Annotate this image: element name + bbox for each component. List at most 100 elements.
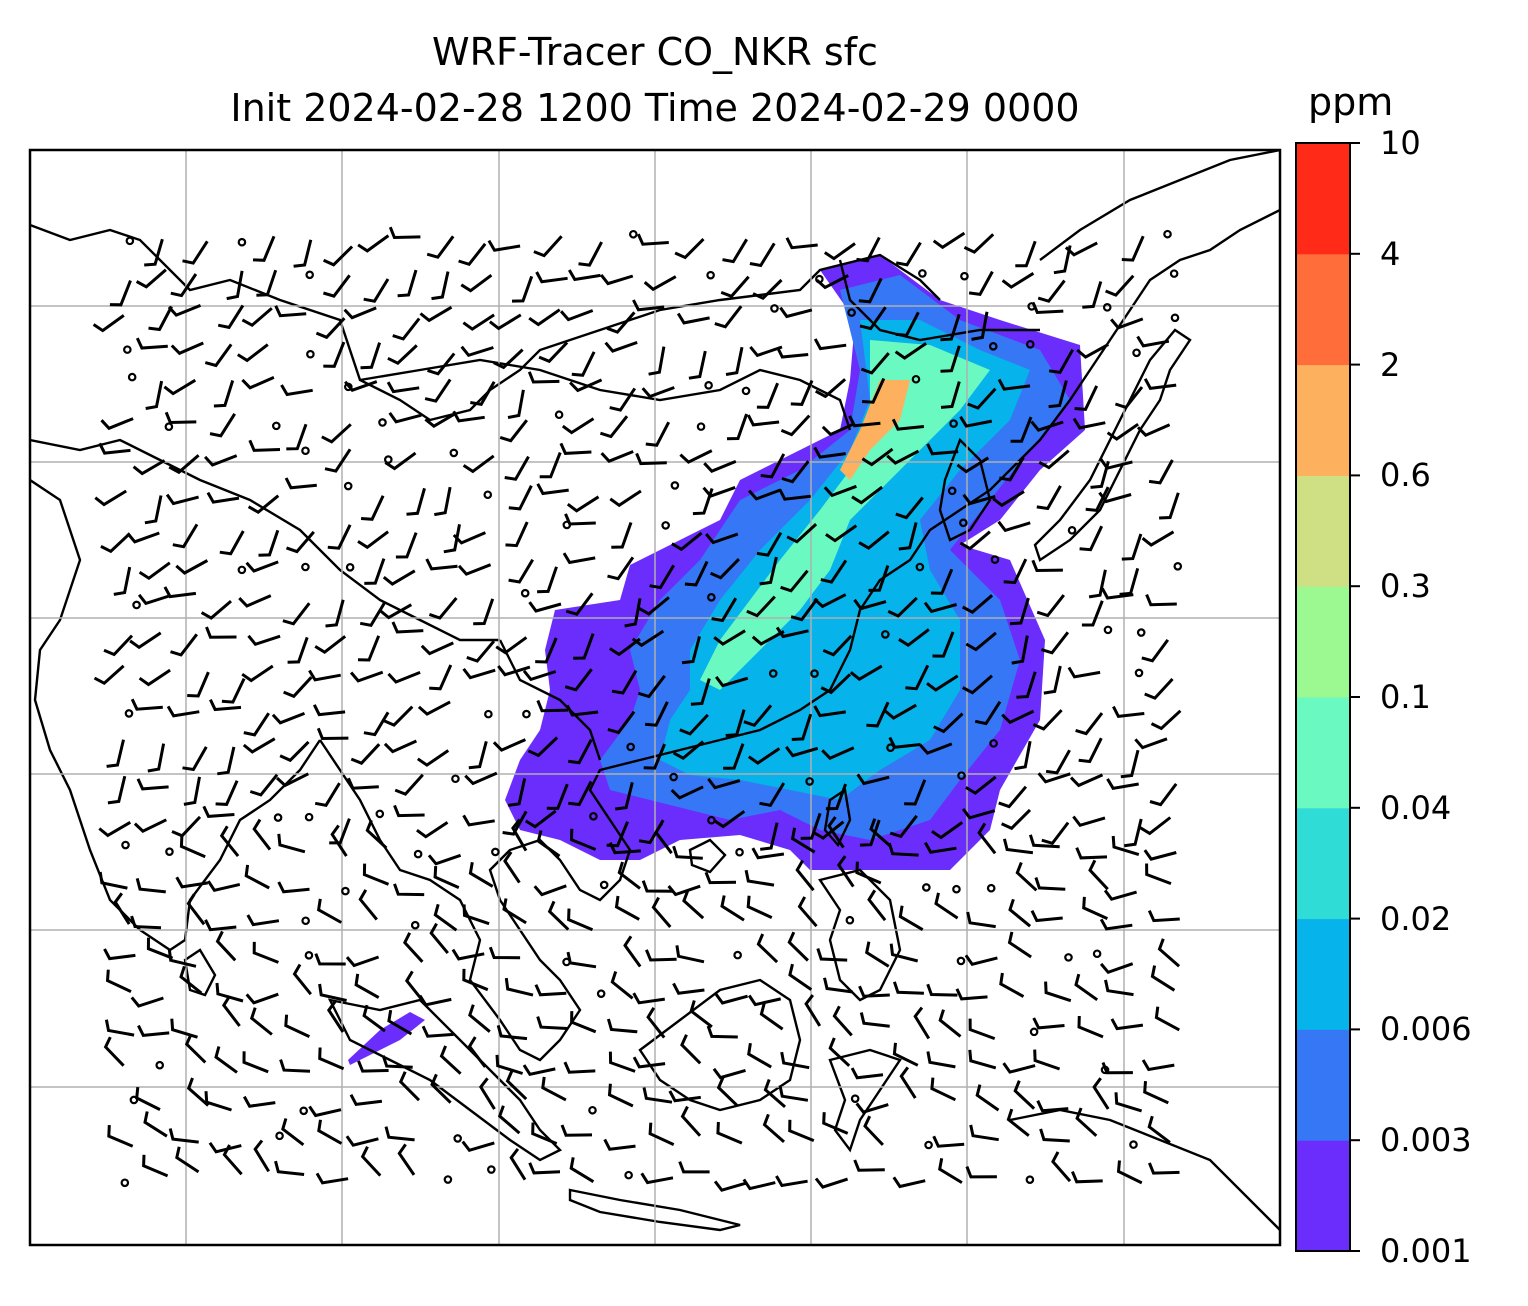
wind-barb [814,1177,849,1189]
wind-barb [222,1144,243,1176]
wind-barb [760,822,779,851]
wind-barb [387,1009,413,1036]
wind-barb [462,904,490,926]
wind-barb [1041,821,1070,846]
wind-barb [271,712,306,725]
wind-barb [321,423,352,444]
wind-barb [277,833,306,854]
wind-barb [205,626,237,639]
calm-wind-marker [706,270,715,280]
wind-barb [431,271,450,301]
wind-barb [1032,709,1063,731]
coast-china [719,208,1280,742]
wind-barb [747,488,782,501]
wind-barb [186,1077,210,1107]
wind-barb [166,705,200,718]
wind-barb [511,818,528,852]
wind-barb [107,1125,134,1148]
calm-wind-marker [1136,628,1146,637]
wind-barb [345,1135,379,1147]
coast-india [30,479,321,952]
wind-barb [823,977,853,994]
calm-wind-marker [123,345,132,354]
calm-wind-marker [626,742,635,752]
wind-barb [357,530,389,550]
wind-barb [528,601,562,613]
calm-wind-marker [129,1095,139,1105]
wind-barb [357,635,381,662]
wind-barb [433,903,458,932]
wind-barb [637,674,666,699]
calm-wind-marker [629,229,638,239]
wind-barb [867,889,887,922]
wind-barb [274,305,307,318]
wind-barb [316,898,343,924]
wind-barb [329,818,351,845]
wind-barb [256,269,278,297]
wind-barb [395,532,418,559]
wind-barb [812,820,845,840]
wind-barb [571,351,596,377]
wind-barb [856,773,890,786]
wind-barb [1112,705,1145,719]
wind-barb [1031,301,1064,315]
wind-barb [968,1018,996,1041]
wind-barb [707,778,741,790]
calm-wind-marker [273,813,283,822]
wind-barb [103,948,136,961]
calm-wind-marker [120,1178,130,1188]
wind-barb [1119,567,1140,596]
wind-barb [184,1033,207,1064]
wind-barb [347,777,379,790]
wind-barb [147,743,166,773]
wind-barb [791,713,813,741]
calm-wind-marker [410,920,420,930]
wind-barb [468,862,494,888]
wind-barb [439,1045,462,1075]
wind-barb [502,810,528,836]
wind-barb [462,667,496,680]
calm-wind-marker [165,847,174,856]
wind-barb [1016,671,1037,699]
wind-barb [569,378,603,393]
wind-barb [822,634,853,657]
wind-barb [1088,859,1109,891]
wind-barb [1031,559,1063,573]
wind-barb [568,269,601,282]
wind-barb [969,1124,999,1142]
wind-barb [221,995,241,1027]
wind-barb [497,665,531,677]
calm-wind-marker [453,1134,462,1143]
wind-barb [853,1159,885,1172]
wind-barb [891,418,925,431]
wind-barb [785,745,819,758]
wind-barb [495,636,528,655]
wind-barb [393,804,425,818]
wind-barb [926,443,959,456]
wind-barb [429,664,453,691]
wind-barb [547,900,570,931]
wind-barb [100,532,131,554]
wind-barb [787,931,809,962]
coast-sumatra [327,998,563,1162]
wind-barb [1033,1049,1061,1071]
wind-barb [632,992,666,1005]
calm-wind-marker [1029,1027,1039,1037]
wind-barb [487,239,521,252]
wind-barb [689,1000,713,1028]
wind-barb [1150,709,1182,731]
wind-barb [1013,1080,1036,1110]
wind-barb [1105,274,1135,297]
coast-japan [1033,328,1192,562]
wind-barb [684,560,709,587]
wind-barb [964,954,998,967]
wind-barb [965,1166,997,1179]
wind-barb [316,727,349,741]
wind-barb [974,700,1002,726]
wind-barb [1079,525,1104,552]
wind-barb [541,1076,567,1102]
colorbar-tick-label: 4 [1380,234,1401,273]
wind-barb [1074,973,1099,1002]
wind-barb [1032,1017,1065,1030]
wind-barb [105,969,132,993]
